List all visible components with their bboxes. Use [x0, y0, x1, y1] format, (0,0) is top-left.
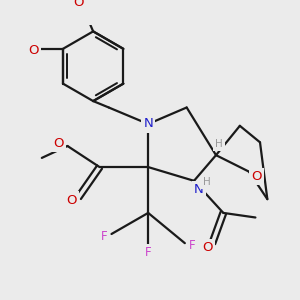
Text: O: O: [53, 137, 64, 150]
Text: F: F: [145, 246, 152, 259]
Text: O: O: [251, 170, 262, 183]
Text: N: N: [143, 118, 153, 130]
Text: H: H: [203, 177, 211, 187]
Text: O: O: [202, 241, 213, 254]
Text: F: F: [189, 239, 196, 252]
Text: O: O: [73, 0, 84, 10]
Text: H: H: [215, 139, 223, 149]
Text: F: F: [101, 230, 107, 243]
Text: O: O: [28, 44, 39, 57]
Text: N: N: [194, 184, 203, 196]
Text: O: O: [66, 194, 76, 207]
